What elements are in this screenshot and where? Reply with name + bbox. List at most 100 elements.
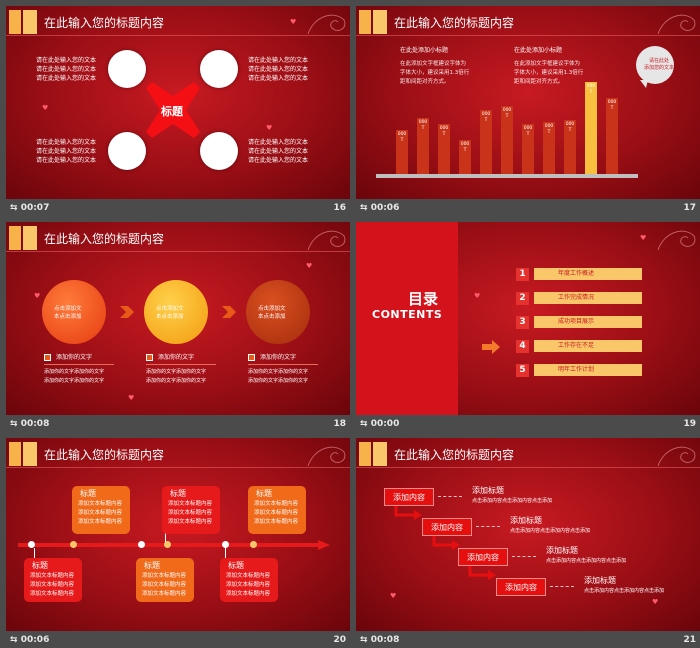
circle-step-3 [246,280,310,344]
title-bar: 在此输入您的标题内容 [6,226,350,252]
step-button[interactable]: 添加内容 [384,488,434,506]
content-card-bottom: 标题 添加文本标题内容 添加文本标题内容 添加文本标题内容 [24,558,82,602]
step-arrow-icon [432,536,460,550]
contents-item-label[interactable]: 工作存在不足 [534,340,642,352]
speech-bubble [636,46,674,84]
content-card-top: 标题 添加文本标题内容 添加文本标题内容 添加文本标题内容 [248,486,306,534]
swirl-ornament-icon [657,14,696,35]
text-block-bottom-left: 请在此处输入您的文本 请在此处输入您的文本 请在此处输入您的文本 [36,139,97,164]
contents-side-panel [356,222,458,415]
title-accent-square [9,226,21,250]
content-card-top: 标题 添加文本标题内容 添加文本标题内容 添加文本标题内容 [162,486,220,534]
title-underline [6,251,350,252]
heart-icon: ♥ [640,234,647,242]
slide-title: 在此输入您的标题内容 [44,448,165,462]
title-accent-square [373,10,387,34]
transition-time: ⇆ 00:08 [10,419,50,429]
slide-thumbnail-16[interactable]: 在此输入您的标题内容 ♥ ♥ ♥ 请在此处输入您的文本 请在此处输入您的文本 请… [6,6,350,218]
step-connector [512,556,536,557]
contents-item-number: 3 [516,316,529,329]
circle-step-1 [42,280,106,344]
arrow-right-icon [482,340,500,354]
chart-baseline [376,174,638,178]
item-divider [146,364,216,365]
item-title: 添加你的文字 [158,354,195,361]
slide-thumbnail-17[interactable]: 在此输入您的标题内容 在此处添加小标题 在此添加文字框建议字体为 字体大小，建议… [356,6,700,218]
step-connector [476,526,500,527]
timeline-dot [138,541,145,548]
white-circle [108,132,146,170]
chart-bar [543,122,555,174]
title-bar: 在此输入您的标题内容 [6,10,350,36]
contents-item-label[interactable]: 明年工作计划 [534,364,642,376]
circle-text: 点击添加文 本点击添加 [156,306,184,320]
bar-value-label: 000 T [544,124,554,135]
item-marker [248,354,255,361]
step-arrow-icon [394,506,422,520]
slide-title: 在此输入您的标题内容 [44,16,165,30]
slide-canvas: 目录 CONTENTS ♥ ♥ 1 年度工作概述 2 工作完成情况 3 成功项目展示 4 工作… [356,222,700,415]
slide-footer: ⇆ 00:00 19 [356,415,700,434]
step-body: 点击添加内容点击添加内容点击添加 [584,588,665,594]
heart-icon: ♥ [306,262,313,270]
title-underline [6,467,350,468]
speech-bubble-text: 请在此处 添加您的文本 [644,58,675,71]
text-block-top-right: 请在此处输入您的文本 请在此处输入您的文本 请在此处输入您的文本 [248,57,309,82]
step-button[interactable]: 添加内容 [422,518,472,536]
card-title: 标题 [256,489,272,498]
heart-icon: ♥ [290,18,297,26]
timeline-dot [70,541,77,548]
slide-canvas: 在此输入您的标题内容 ♥ ♥ ♥ 请在此处输入您的文本 请在此处输入您的文本 请… [6,6,350,199]
chart-bar [522,124,534,174]
card-title: 标题 [80,489,96,498]
card-body: 添加文本标题内容 添加文本标题内容 添加文本标题内容 [168,501,213,525]
heart-icon: ♥ [652,598,659,606]
contents-heading-en: CONTENTS [372,308,443,321]
title-accent-square [359,442,371,466]
contents-item-label[interactable]: 工作完成情况 [534,292,642,304]
title-bar: 在此输入您的标题内容 [6,442,350,468]
circle-step-2 [144,280,208,344]
heart-icon: ♥ [42,104,49,112]
bar-value-label: 000 T [586,84,596,95]
text-block-bottom-right: 请在此处输入您的文本 请在此处输入您的文本 请在此处输入您的文本 [248,139,309,164]
step-button[interactable]: 添加内容 [496,578,546,596]
slide-thumbnail-18[interactable]: 在此输入您的标题内容 ♥ ♥ ♥ 点击添加文 本点击添加 点击添加文 本点击添加… [6,222,350,434]
transition-time: ⇆ 00:08 [360,635,400,645]
chart-bar [606,98,618,174]
slide-canvas: 在此输入您的标题内容 ♥ ♥ ♥ 点击添加文 本点击添加 点击添加文 本点击添加… [6,222,350,415]
step-button[interactable]: 添加内容 [458,548,508,566]
card-body: 添加文本标题内容 添加文本标题内容 添加文本标题内容 [226,573,271,597]
contents-item-number: 4 [516,340,529,353]
swirl-ornament-icon [307,446,346,467]
item-marker [146,354,153,361]
slide-thumbnail-19[interactable]: 目录 CONTENTS ♥ ♥ 1 年度工作概述 2 工作完成情况 3 成功项目展示 4 工作… [356,222,700,434]
bar-value-label: 000 T [565,122,575,133]
slide-thumbnail-20[interactable]: 在此输入您的标题内容 标题 添加文本标题内容 添加文本标题内容 添加文本标题内容… [6,438,350,648]
slide-footer: ⇆ 00:06 17 [356,199,700,218]
white-circle [200,50,238,88]
contents-item-label[interactable]: 成功项目展示 [534,316,642,328]
title-underline [356,35,700,36]
arrow-right-icon [120,306,134,318]
title-underline [356,467,700,468]
contents-item-label[interactable]: 年度工作概述 [534,268,642,280]
title-accent-square [373,442,387,466]
cross-shape-icon [146,82,200,138]
slide-footer: ⇆ 00:08 18 [6,415,350,434]
step-title: 添加标题 [584,576,616,585]
transition-time: ⇆ 00:07 [10,203,50,213]
slide-footer: ⇆ 00:06 20 [6,631,350,648]
white-circle [200,132,238,170]
bar-value-label: 000 T [523,126,533,137]
timeline-dot [222,541,229,548]
slide-number: 20 [333,635,346,645]
slide-footer: ⇆ 00:07 16 [6,199,350,218]
slide-title: 在此输入您的标题内容 [44,232,165,246]
content-card-bottom: 标题 添加文本标题内容 添加文本标题内容 添加文本标题内容 [136,558,194,602]
heart-icon: ♥ [266,124,273,132]
subtitle-2: 在此处添加小标题 [514,47,563,54]
slide-thumbnail-21[interactable]: 在此输入您的标题内容 ♥ ♥ 添加内容 添加标题 点击添加内容点击添加内容点击添加添… [356,438,700,648]
chart-bar [438,124,450,174]
slide-canvas: 在此输入您的标题内容 在此处添加小标题 在此添加文字框建议字体为 字体大小，建议… [356,6,700,199]
